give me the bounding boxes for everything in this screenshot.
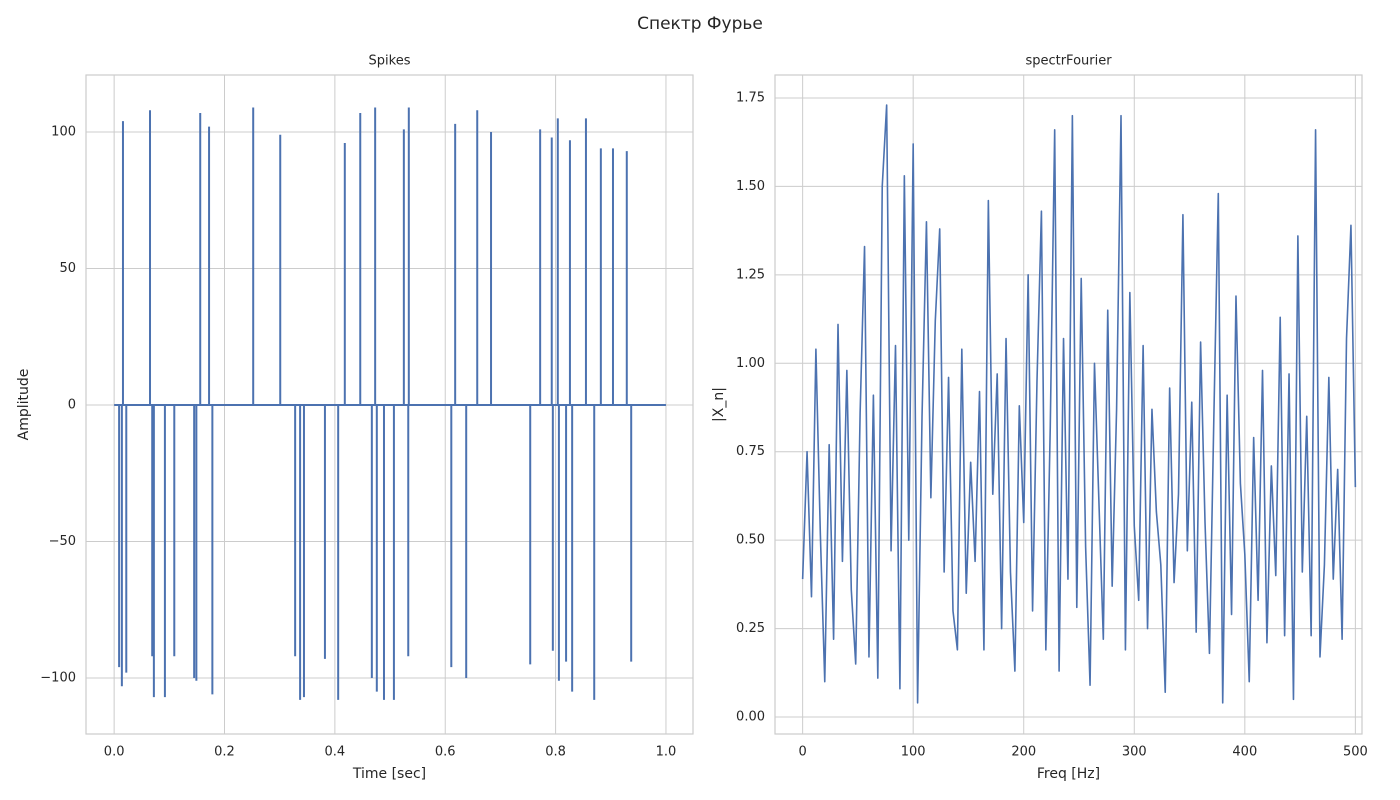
x-tick-label: 100 <box>901 745 926 760</box>
x-tick-label: 200 <box>1011 745 1036 760</box>
y-tick-label: 0.00 <box>736 710 765 725</box>
axes-title: Spikes <box>369 54 411 69</box>
x-tick-label: 300 <box>1122 745 1147 760</box>
y-tick-label: 0.75 <box>736 444 765 459</box>
x-axis-label: Freq [Hz] <box>1037 766 1100 782</box>
y-tick-label: 1.50 <box>736 179 765 194</box>
y-tick-label: 0 <box>68 398 76 413</box>
x-tick-label: 1.0 <box>656 745 677 760</box>
axes-title: spectrFourier <box>1025 54 1112 69</box>
y-tick-label: 1.25 <box>736 267 765 282</box>
x-tick-label: 0 <box>798 745 806 760</box>
y-tick-label: 0.50 <box>736 533 765 548</box>
y-tick-label: 1.75 <box>736 90 765 105</box>
y-tick-label: 0.25 <box>736 621 765 636</box>
x-axis-label: Time [sec] <box>352 766 426 782</box>
y-tick-label: −50 <box>49 534 76 549</box>
axes-frame <box>774 74 1363 735</box>
y-axis-label: Amplitude <box>16 369 32 441</box>
y-tick-label: 100 <box>51 125 76 140</box>
y-tick-label: 1.00 <box>736 356 765 371</box>
x-tick-label: 0.2 <box>214 745 235 760</box>
y-axis-label: |X_n| <box>711 387 727 422</box>
x-tick-label: 0.6 <box>435 745 456 760</box>
x-tick-label: 400 <box>1232 745 1257 760</box>
x-tick-label: 500 <box>1343 745 1368 760</box>
x-tick-label: 0.4 <box>325 745 346 760</box>
y-tick-label: 50 <box>59 261 76 276</box>
spectrum-line <box>801 104 1357 704</box>
x-tick-label: 0.8 <box>545 745 566 760</box>
axes-frame <box>85 74 694 735</box>
x-tick-label: 0.0 <box>104 745 125 760</box>
figure-title: Спектр Фурье <box>637 14 763 34</box>
y-tick-label: −100 <box>40 671 76 686</box>
